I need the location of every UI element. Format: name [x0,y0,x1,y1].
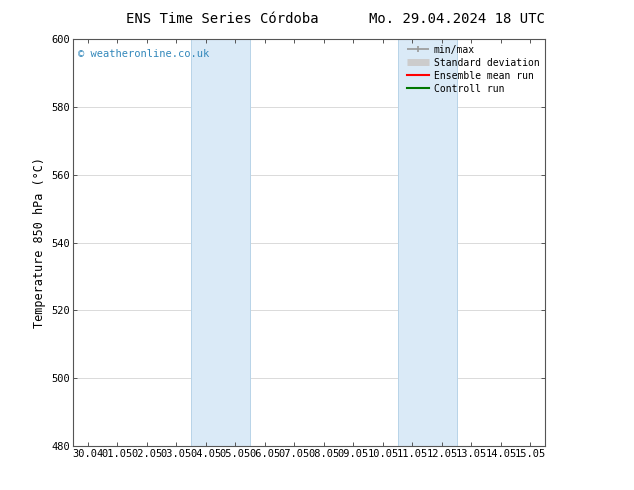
Y-axis label: Temperature 850 hPa (°C): Temperature 850 hPa (°C) [33,157,46,328]
Bar [191,39,250,446]
Bar [398,39,456,446]
Legend: min/max, Standard deviation, Ensemble mean run, Controll run: min/max, Standard deviation, Ensemble me… [403,41,543,98]
Text: Mo. 29.04.2024 18 UTC: Mo. 29.04.2024 18 UTC [368,12,545,26]
Text: © weatheronline.co.uk: © weatheronline.co.uk [77,49,209,59]
Text: ENS Time Series Córdoba: ENS Time Series Córdoba [126,12,318,26]
